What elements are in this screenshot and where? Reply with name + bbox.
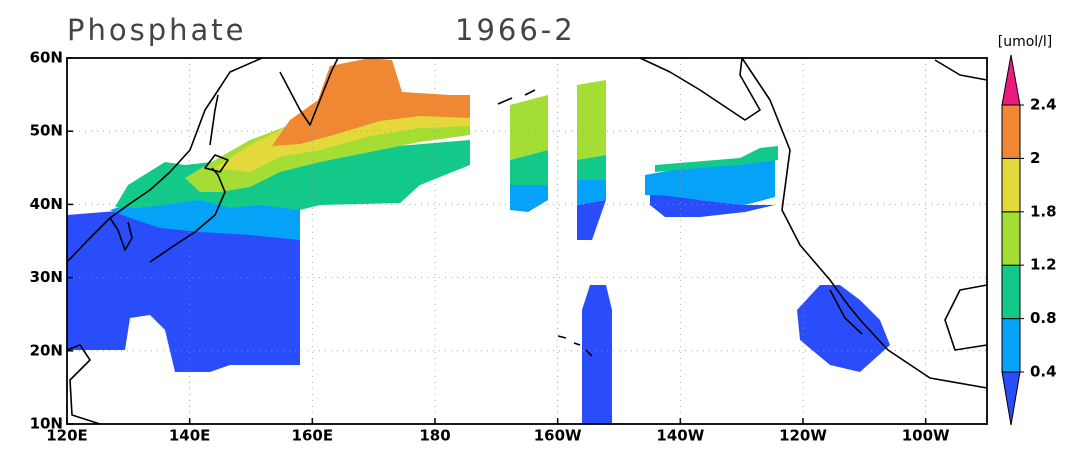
colorbar-segment	[1001, 104, 1021, 159]
field-green	[577, 155, 606, 180]
y-tick-label: 10N	[30, 415, 63, 433]
field-yellow	[215, 110, 470, 172]
field-blue	[582, 285, 612, 424]
coastline-asia	[66, 57, 263, 263]
coastline-canada-east	[934, 59, 988, 81]
y-tick-label: 60N	[30, 49, 63, 67]
colorbar: 0.4 0.8 1.2 1.8 2 2.4	[1001, 54, 1057, 426]
field-green	[510, 150, 548, 185]
field-lightblue	[110, 195, 300, 240]
field-green	[655, 146, 778, 172]
coastline-gulf	[944, 284, 988, 351]
field-lightgreen	[510, 95, 548, 160]
x-tick-label: 160W	[534, 427, 582, 445]
field-lightblue	[510, 185, 548, 212]
colorbar-label: 1.8	[1030, 202, 1057, 220]
coastline-japan	[149, 167, 226, 263]
colorbar-label: 0.8	[1030, 309, 1057, 327]
axes: 120E 140E 160E 180 160W 140W 120W 100W 10N 20N 30N…	[30, 49, 950, 445]
x-tick-label: 180	[419, 427, 450, 445]
map-frame	[66, 57, 988, 425]
field-lightblue	[577, 180, 606, 205]
field-lightblue	[645, 155, 775, 205]
coastline-north-america	[741, 57, 988, 389]
coastline-sakhalin	[209, 94, 219, 146]
colorbar-segment	[1001, 318, 1021, 373]
unit-label: [umol/l]	[998, 34, 1053, 50]
colorbar-segment	[1001, 157, 1021, 213]
field-lightgreen	[577, 80, 606, 160]
x-tick-label: 140E	[169, 427, 211, 445]
field-blue	[797, 285, 890, 372]
colorbar-segment	[1001, 264, 1021, 320]
x-tick-label: 120W	[779, 427, 827, 445]
colorbar-segment	[1001, 211, 1021, 266]
coastline-baja	[829, 289, 863, 335]
x-tick-label: 140W	[656, 427, 704, 445]
colorbar-label: 0.4	[1030, 363, 1057, 381]
contour-fields	[67, 58, 890, 424]
colorbar-label: 1.2	[1030, 256, 1057, 274]
map-title: Phosphate	[67, 13, 247, 47]
x-tick-label: 160E	[292, 427, 334, 445]
y-tick-label: 20N	[30, 341, 63, 359]
coastline-alaska	[639, 57, 761, 121]
field-green	[115, 140, 470, 210]
coastlines	[66, 57, 988, 425]
colorbar-label: 2	[1030, 149, 1040, 167]
coastline-hawaii	[557, 335, 593, 357]
y-tick-label: 50N	[30, 122, 63, 140]
colorbar-label: 2.4	[1030, 96, 1057, 114]
field-blue	[577, 200, 606, 240]
x-tick-label: 100W	[902, 427, 950, 445]
field-orange	[272, 58, 470, 146]
coastline-korea	[109, 217, 133, 251]
y-tick-label: 30N	[30, 268, 63, 286]
y-tick-label: 40N	[30, 195, 63, 213]
x-tick-label: 120E	[46, 427, 88, 445]
coastline-aleutians	[497, 89, 536, 105]
coastline-hokkaido	[204, 154, 229, 173]
colorbar-over	[1001, 54, 1021, 106]
coastline-kamchatka	[279, 57, 339, 126]
coastline-china-south	[66, 344, 101, 425]
map-subtitle: 1966-2	[455, 13, 576, 47]
